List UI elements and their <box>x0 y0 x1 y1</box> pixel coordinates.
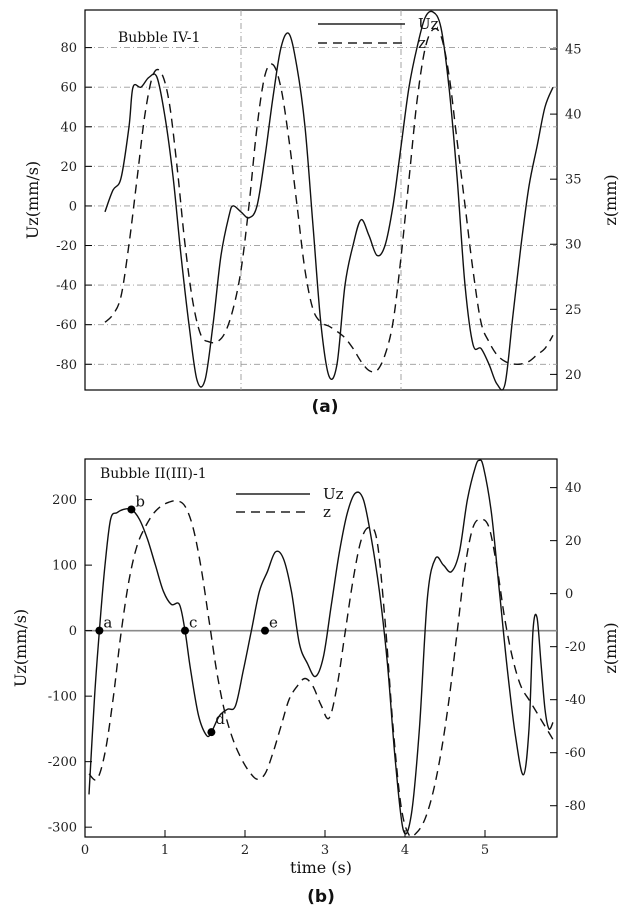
y2tick-label-a-2: 35 <box>565 173 582 188</box>
ytick-label-b-4: -200 <box>48 755 77 770</box>
ytick-label-b-1: 100 <box>52 559 77 574</box>
point-marker-a <box>95 626 104 635</box>
y2tick-label-b-3: -20 <box>565 640 586 655</box>
panel-a: 80 60 40 20 0 -20 -40 -60 -80 45 40 35 30 25 20 Bubble… <box>23 9 620 417</box>
xtick-label-b-4: 4 <box>401 843 409 858</box>
plot-frame-b <box>84 458 558 838</box>
y2tick-label-b-2: 0 <box>565 587 573 602</box>
point-marker-d <box>207 728 216 737</box>
series-z-line-b <box>88 499 554 838</box>
y2tick-label-b-4: -40 <box>565 693 586 708</box>
chart-title-a: Bubble IV-1 <box>118 30 200 46</box>
ytick-label-a-2: 40 <box>60 120 77 135</box>
ytick-label-a-8: -80 <box>56 358 77 373</box>
y2tick-label-a-4: 25 <box>565 303 582 318</box>
point-label-d: d <box>215 710 225 728</box>
annotations-b: a b c d e <box>95 492 278 737</box>
ylabel-a: Uz(mm/s) <box>23 161 42 239</box>
legend-uz-label-b: Uz <box>323 485 344 503</box>
series-b <box>88 459 554 838</box>
y2label-b: z(mm) <box>601 622 620 673</box>
panel-caption-b: (b) <box>307 887 335 907</box>
ytick-label-a-6: -40 <box>56 279 77 294</box>
ytick-label-a-0: 80 <box>60 41 77 56</box>
point-label-b: b <box>135 492 145 510</box>
series-a <box>104 10 554 391</box>
y2tick-label-b-5: -60 <box>565 746 586 761</box>
series-uz-line-a <box>104 10 554 391</box>
y2tick-label-a-3: 30 <box>565 238 582 253</box>
chart-title-b: Bubble II(III)-1 <box>100 466 207 482</box>
ytick-label-a-7: -60 <box>56 318 77 333</box>
ylabel-b: Uz(mm/s) <box>11 609 30 687</box>
xlabel-b: time (s) <box>290 858 352 877</box>
y2tick-label-a-1: 40 <box>565 108 582 123</box>
point-marker-b <box>127 505 136 514</box>
ytick-label-b-3: -100 <box>48 690 77 705</box>
y2tick-label-b-0: 40 <box>565 481 582 496</box>
point-marker-c <box>181 626 189 635</box>
series-uz-line-b <box>88 459 554 835</box>
y2tick-label-a-5: 20 <box>565 368 582 383</box>
xtick-label-b-2: 2 <box>241 843 249 858</box>
xtick-label-b-0: 0 <box>81 843 89 858</box>
legend-uz-label-a: Uz <box>418 15 439 33</box>
ytick-label-b-2: 0 <box>69 624 77 639</box>
point-label-c: c <box>189 614 197 632</box>
y2tick-label-a-0: 45 <box>565 43 582 58</box>
point-label-e: e <box>269 614 278 632</box>
xtick-label-b-1: 1 <box>161 843 169 858</box>
ytick-label-a-5: -20 <box>56 239 77 254</box>
ytick-label-a-1: 60 <box>60 81 77 96</box>
ytick-label-a-4: 0 <box>69 199 77 214</box>
legend-z-label-b: z <box>323 503 331 521</box>
y2tick-label-b-6: -80 <box>565 799 586 814</box>
series-z-line-a <box>104 27 554 373</box>
ytick-label-b-0: 200 <box>52 493 77 508</box>
y2tick-label-b-1: 20 <box>565 534 582 549</box>
xtick-label-b-3: 3 <box>321 843 329 858</box>
point-label-a: a <box>103 614 112 632</box>
xtick-label-b-5: 5 <box>481 843 489 858</box>
ytick-label-a-3: 20 <box>60 160 77 175</box>
plot-frame-a <box>84 9 558 391</box>
legend-z-label-a: z <box>418 34 426 52</box>
ticks-a: 80 60 40 20 0 -20 -40 -60 -80 45 40 35 30 25 20 <box>56 41 581 383</box>
y2label-a: z(mm) <box>601 174 620 225</box>
point-marker-e <box>261 626 269 635</box>
ytick-label-b-5: -300 <box>48 821 77 836</box>
grid-a <box>85 10 557 390</box>
panel-caption-a: (a) <box>311 397 338 417</box>
